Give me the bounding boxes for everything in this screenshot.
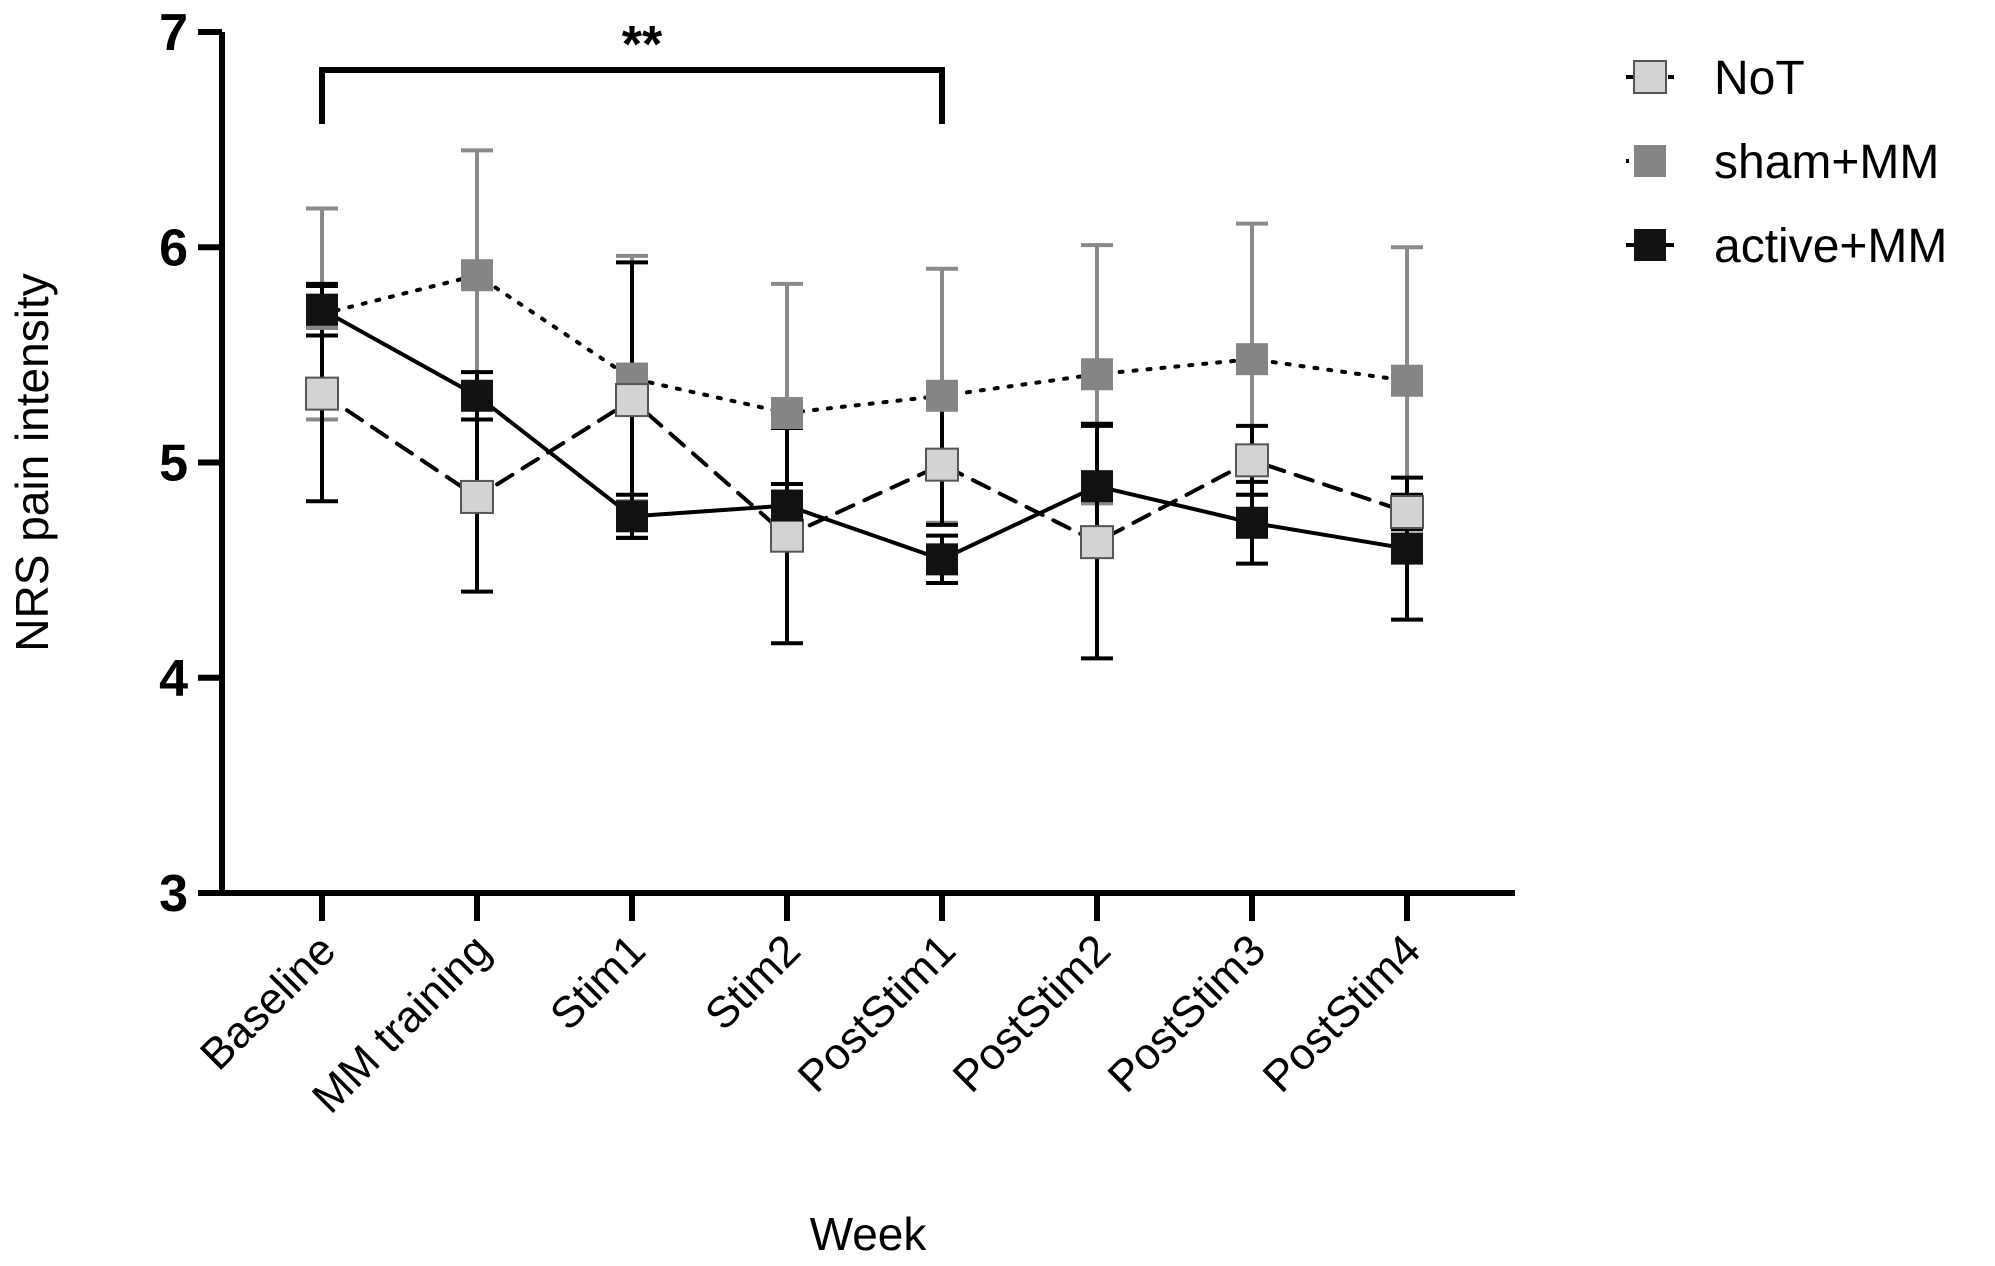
legend: NoT sham+MM active+MM <box>1626 52 1947 273</box>
y-tick-label: 4 <box>159 650 188 708</box>
marker-not <box>1235 443 1269 478</box>
marker-active-mm <box>306 293 338 326</box>
series-line-active-mm <box>320 307 1409 562</box>
y-tick-label: 3 <box>159 865 188 923</box>
marker-not <box>770 518 804 553</box>
significance-label: ** <box>622 16 663 74</box>
marker-sham-mm <box>771 396 803 429</box>
y-tick-label: 7 <box>159 4 188 62</box>
legend-item-active-mm: active+MM <box>1626 220 1947 273</box>
marker-active-mm <box>771 489 803 522</box>
series-lines-group <box>320 273 1409 562</box>
x-category-label: PostStim4 <box>1254 925 1430 1101</box>
legend-label: NoT <box>1714 52 1805 105</box>
legend-marker <box>1634 145 1666 177</box>
marker-active-mm <box>461 379 493 412</box>
marker-active-mm <box>1236 506 1268 539</box>
marker-not <box>1080 525 1114 560</box>
x-category-label: PostStim1 <box>789 925 965 1101</box>
legend-marker <box>1634 229 1666 261</box>
x-category-label: Baseline <box>191 925 345 1079</box>
markers-group <box>305 259 1424 576</box>
marker-active-mm <box>616 500 648 533</box>
y-tick-label: 6 <box>159 219 188 277</box>
marker-sham-mm <box>1236 343 1268 376</box>
marker-not <box>305 376 339 411</box>
y-tick-label: 5 <box>159 435 188 493</box>
legend-item-not: NoT <box>1626 52 1805 105</box>
annotation-group: ** <box>319 16 945 124</box>
marker-not <box>615 383 649 418</box>
marker-active-mm <box>1391 532 1423 565</box>
marker-not <box>460 479 494 514</box>
marker-active-mm <box>1081 470 1113 503</box>
marker-sham-mm <box>461 259 493 292</box>
marker-sham-mm <box>1081 358 1113 391</box>
marker-not <box>1390 495 1424 530</box>
legend-item-sham-mm: sham+MM <box>1626 136 1939 189</box>
legend-label: active+MM <box>1714 220 1947 273</box>
marker-sham-mm <box>926 379 958 412</box>
series-line-not <box>320 391 1409 545</box>
legend-marker <box>1633 60 1667 94</box>
legend-label: sham+MM <box>1714 136 1939 189</box>
x-category-label: Stim2 <box>696 925 810 1039</box>
y-axis-title: NRS pain intensity <box>6 273 58 651</box>
x-category-label: Stim1 <box>541 925 655 1039</box>
marker-not <box>925 447 959 482</box>
marker-sham-mm <box>1391 364 1423 397</box>
x-axis-title: Week <box>810 1208 928 1260</box>
x-category-label: PostStim2 <box>944 925 1120 1101</box>
marker-active-mm <box>926 543 958 576</box>
significance-bracket <box>319 67 945 124</box>
x-category-label: PostStim3 <box>1099 925 1275 1101</box>
